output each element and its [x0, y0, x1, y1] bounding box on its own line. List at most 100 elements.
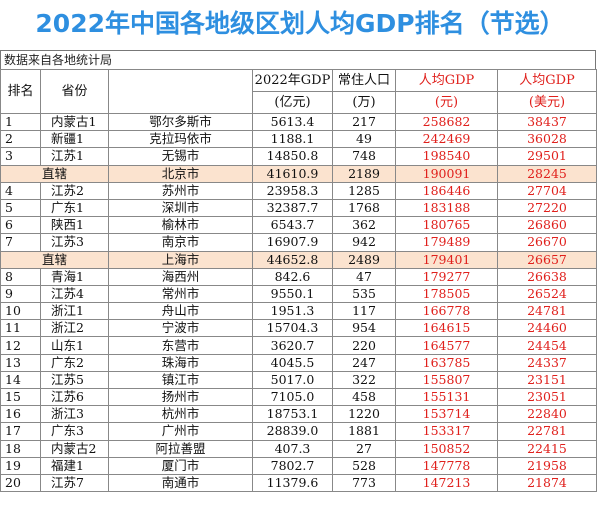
population-cell: 2489: [332, 250, 396, 269]
per-capita-cny-cell: 166778: [395, 302, 498, 321]
gdp-cell: 5017.0: [252, 370, 333, 390]
population-cell: 1881: [332, 422, 396, 441]
province-cell: 江苏4: [40, 284, 109, 304]
rank-cell: 11: [0, 319, 41, 338]
gdp-cell: 9550.1: [252, 284, 333, 304]
table-row: 3 江苏1 无锡市 14850.8 748 198540 29501: [0, 147, 597, 166]
province-cell: 福建1: [40, 456, 109, 475]
city-cell: 北京市: [108, 164, 253, 183]
per-capita-cny-cell: 198540: [395, 147, 498, 166]
province-cell: 江苏7: [40, 473, 109, 493]
header-gdp: 2022年GDP: [252, 69, 333, 92]
table-row: 8 青海1 海西州 842.6 47 179277 26638: [0, 267, 597, 286]
gdp-cell: 11379.6: [252, 473, 333, 493]
rank-cell: 18: [0, 439, 41, 458]
table-row: 1 内蒙古1 鄂尔多斯市 5613.4 217 258682 38437: [0, 112, 597, 132]
table-row: 6 陕西1 榆林市 6543.7 362 180765 26860: [0, 216, 597, 235]
table-row: 10 浙江1 舟山市 1951.3 117 166778 24781: [0, 302, 597, 321]
population-cell: 47: [332, 267, 396, 286]
per-capita-usd-cell: 21958: [497, 456, 597, 475]
gdp-cell: 7802.7: [252, 456, 333, 475]
per-capita-usd-cell: 24337: [497, 353, 597, 372]
city-cell: 苏州市: [108, 181, 253, 200]
population-cell: 1768: [332, 198, 396, 218]
rank-cell: 10: [0, 302, 41, 321]
per-capita-cny-cell: 242469: [395, 130, 498, 149]
gdp-ranking-table: 排名 省份 2022年GDP 常住人口 人均GDP 人均GDP (亿元) (万)…: [0, 69, 597, 493]
header-cny-unit: (元): [395, 91, 498, 114]
population-cell: 247: [332, 353, 396, 372]
rank-cell: 1: [0, 112, 41, 132]
per-capita-cny-cell: 164577: [395, 336, 498, 355]
per-capita-cny-cell: 178505: [395, 284, 498, 304]
province-cell: 江苏1: [40, 147, 109, 166]
city-cell: 镇江市: [108, 370, 253, 390]
gdp-cell: 32387.7: [252, 198, 333, 218]
gdp-cell: 23958.3: [252, 181, 333, 200]
header-population-unit: (万): [332, 91, 396, 114]
per-capita-cny-cell: 179489: [395, 233, 498, 252]
rank-cell: 3: [0, 147, 41, 166]
city-cell: 克拉玛依市: [108, 130, 253, 149]
per-capita-cny-cell: 179277: [395, 267, 498, 286]
table-row: 13 广东2 珠海市 4045.5 247 163785 24337: [0, 353, 597, 372]
table-row: 11 浙江2 宁波市 15704.3 954 164615 24460: [0, 319, 597, 338]
per-capita-cny-cell: 155807: [395, 370, 498, 390]
population-cell: 217: [332, 112, 396, 132]
table-row: 12 山东1 东营市 3620.7 220 164577 24454: [0, 336, 597, 355]
province-cell: 广东1: [40, 198, 109, 218]
city-cell: 珠海市: [108, 353, 253, 372]
city-cell: 东营市: [108, 336, 253, 355]
table-row: 17 广东3 广州市 28839.0 1881 153317 22781: [0, 422, 597, 441]
table-row: 5 广东1 深圳市 32387.7 1768 183188 27220: [0, 198, 597, 218]
city-cell: 广州市: [108, 422, 253, 441]
gdp-cell: 41610.9: [252, 164, 333, 183]
population-cell: 362: [332, 216, 396, 235]
per-capita-cny-cell: 147778: [395, 456, 498, 475]
per-capita-usd-cell: 22781: [497, 422, 597, 441]
per-capita-cny-cell: 147213: [395, 473, 498, 493]
per-capita-usd-cell: 22415: [497, 439, 597, 458]
province-cell: 内蒙古2: [40, 439, 109, 458]
header-per-capita-usd: 人均GDP: [497, 69, 597, 92]
header-city: [108, 69, 253, 114]
header-gdp-unit: (亿元): [252, 91, 333, 114]
city-cell: 宁波市: [108, 319, 253, 338]
header-usd-unit: (美元): [497, 91, 597, 114]
per-capita-cny-cell: 183188: [395, 198, 498, 218]
per-capita-usd-cell: 26524: [497, 284, 597, 304]
rank-cell: 9: [0, 284, 41, 304]
province-cell: 浙江1: [40, 302, 109, 321]
per-capita-cny-cell: 155131: [395, 387, 498, 407]
gdp-cell: 7105.0: [252, 387, 333, 407]
gdp-cell: 14850.8: [252, 147, 333, 166]
table-row: 16 浙江3 杭州市 18753.1 1220 153714 22840: [0, 405, 597, 424]
per-capita-cny-cell: 153714: [395, 405, 498, 424]
city-cell: 杭州市: [108, 405, 253, 424]
per-capita-cny-cell: 190091: [395, 164, 498, 183]
rank-cell: 17: [0, 422, 41, 441]
population-cell: 773: [332, 473, 396, 493]
table-row: 18 内蒙古2 阿拉善盟 407.3 27 150852 22415: [0, 439, 597, 458]
gdp-cell: 18753.1: [252, 405, 333, 424]
table-row: 2 新疆1 克拉玛依市 1188.1 49 242469 36028: [0, 130, 597, 149]
gdp-cell: 44652.8: [252, 250, 333, 269]
province-cell: 山东1: [40, 336, 109, 355]
rank-cell: 5: [0, 198, 41, 218]
population-cell: 458: [332, 387, 396, 407]
per-capita-usd-cell: 24460: [497, 319, 597, 338]
table-row: 9 江苏4 常州市 9550.1 535 178505 26524: [0, 284, 597, 304]
province-cell: 青海1: [40, 267, 109, 286]
per-capita-usd-cell: 36028: [497, 130, 597, 149]
city-cell: 鄂尔多斯市: [108, 112, 253, 132]
province-cell: 江苏6: [40, 387, 109, 407]
rank-cell: 直辖: [0, 164, 109, 183]
header-row-1: 排名 省份 2022年GDP 常住人口 人均GDP 人均GDP: [0, 69, 597, 114]
city-cell: 厦门市: [108, 456, 253, 475]
per-capita-usd-cell: 27704: [497, 181, 597, 200]
gdp-cell: 15704.3: [252, 319, 333, 338]
city-cell: 南京市: [108, 233, 253, 252]
table-row: 7 江苏3 南京市 16907.9 942 179489 26670: [0, 233, 597, 252]
per-capita-cny-cell: 179401: [395, 250, 498, 269]
per-capita-usd-cell: 23051: [497, 387, 597, 407]
